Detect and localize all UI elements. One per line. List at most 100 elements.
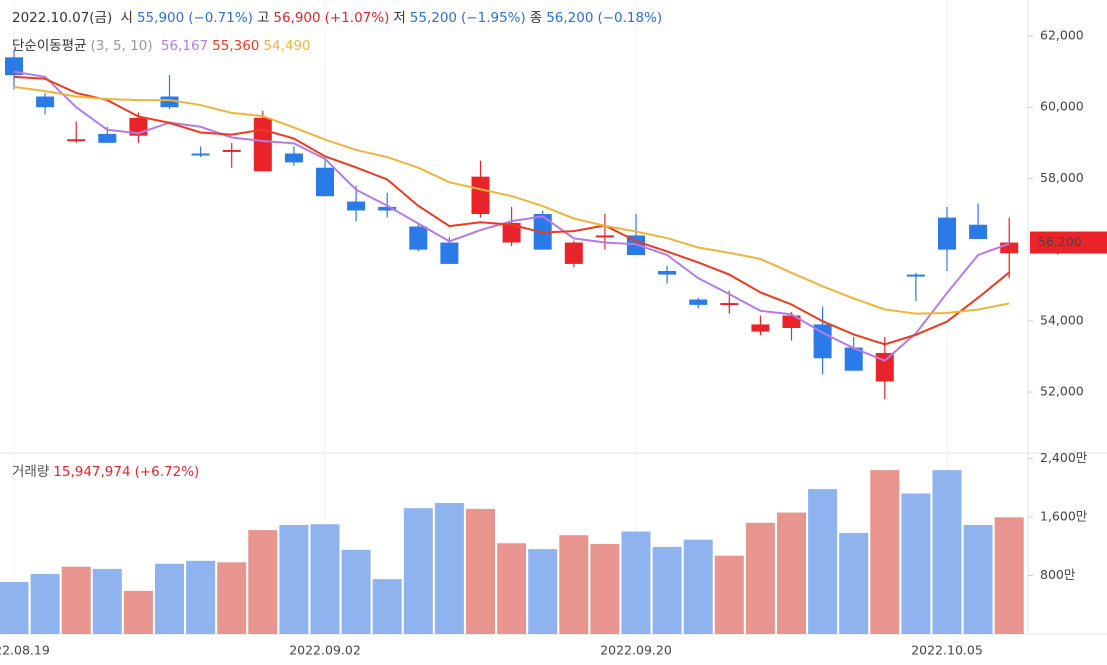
volume-bar bbox=[186, 560, 216, 634]
candle-body bbox=[316, 167, 334, 197]
volume-legend: 거래량 15,947,974 (+6.72%) bbox=[12, 460, 203, 480]
candle-body bbox=[67, 139, 86, 142]
y-tick-label: 800만 bbox=[1040, 567, 1076, 582]
volume-title: 거래량 bbox=[12, 464, 50, 480]
candle-body bbox=[5, 57, 23, 76]
volume-bar bbox=[621, 531, 651, 634]
volume-bar bbox=[808, 489, 838, 634]
ohlc-change: (−0.71%) bbox=[188, 10, 253, 26]
candle-body bbox=[595, 235, 614, 238]
volume-bar bbox=[466, 508, 495, 634]
candle-body bbox=[658, 271, 677, 275]
volume-bar bbox=[994, 517, 1024, 634]
volume-change: (+6.72%) bbox=[134, 464, 200, 480]
volume-bar bbox=[403, 508, 433, 634]
ohlc-header: 2022.10.07(금) 시 55,900 (−0.71%) 고 56,900 (+1.… bbox=[12, 6, 666, 26]
y-tick-label: 1,600만 bbox=[1040, 508, 1088, 523]
volume-bar bbox=[590, 544, 620, 634]
x-tick-label: 2022.10.05 bbox=[911, 643, 983, 658]
ohlc-label: 시 bbox=[120, 10, 133, 26]
x-tick-label: 2022.09.02 bbox=[289, 643, 361, 658]
ohlc-label: 종 bbox=[529, 10, 543, 26]
volume-bar bbox=[839, 533, 869, 634]
candle-body bbox=[98, 133, 117, 143]
candle-body bbox=[502, 222, 521, 243]
volume-bar bbox=[310, 524, 340, 634]
ohlc-change: (−0.18%) bbox=[597, 10, 663, 26]
volume-bar bbox=[652, 546, 682, 634]
candle-body bbox=[938, 217, 956, 250]
ma-line bbox=[13, 75, 1010, 346]
volume-bar bbox=[155, 563, 184, 634]
volume-bar bbox=[777, 512, 806, 634]
y-tick-label: 58,000 bbox=[1040, 170, 1084, 185]
candle-body bbox=[347, 201, 366, 211]
candle-body bbox=[222, 149, 241, 152]
ma-title: 단순이동평균 bbox=[12, 38, 87, 54]
volume-bar bbox=[434, 503, 464, 634]
ohlc-value: 55,200 bbox=[409, 10, 458, 26]
volume-bar bbox=[61, 566, 91, 634]
volume-bar bbox=[92, 568, 122, 634]
candle-body bbox=[160, 96, 179, 108]
ohlc-value: 55,900 bbox=[136, 10, 185, 26]
volume-bar bbox=[217, 562, 247, 634]
ma-line bbox=[13, 85, 1010, 315]
volume-bar bbox=[714, 555, 744, 634]
volume-bar bbox=[901, 493, 931, 634]
ma-params: (3, 5, 10) bbox=[90, 38, 153, 54]
candle-body bbox=[253, 117, 272, 172]
candle-body bbox=[1000, 242, 1019, 254]
volume-bar bbox=[341, 549, 371, 634]
volume-bar bbox=[745, 522, 775, 634]
candle-body bbox=[844, 347, 863, 371]
ohlc-change: (−1.95%) bbox=[461, 10, 526, 26]
ma-line bbox=[13, 70, 1010, 362]
y-tick-label: 52,000 bbox=[1040, 384, 1084, 399]
volume-bar bbox=[279, 524, 309, 634]
candle-body bbox=[378, 206, 397, 211]
ohlc-label: 고 bbox=[256, 10, 270, 26]
x-tick-label: 2022.09.20 bbox=[600, 643, 672, 658]
candle-body bbox=[564, 242, 583, 264]
volume-bar bbox=[963, 524, 993, 634]
candle-body bbox=[409, 226, 428, 250]
volume-bar bbox=[683, 539, 713, 634]
candle-body bbox=[782, 315, 801, 328]
volume-bar bbox=[30, 574, 60, 634]
volume-bar bbox=[559, 535, 589, 634]
volume-bar bbox=[123, 590, 153, 634]
volume-bar bbox=[497, 543, 527, 634]
ma-legend: 단순이동평균 (3, 5, 10) 56,167 55,360 54,490 bbox=[12, 34, 315, 54]
candle-body bbox=[906, 274, 925, 277]
x-tick-label: 2022.08.19 bbox=[0, 643, 50, 658]
ohlc-label: 저 bbox=[393, 10, 406, 26]
candle-body bbox=[440, 242, 459, 264]
volume-bar bbox=[0, 582, 29, 634]
ohlc-value: 56,900 bbox=[273, 10, 321, 26]
volume-bar bbox=[932, 470, 962, 634]
last-price-label: 56,200 bbox=[1038, 234, 1082, 249]
volume-bar bbox=[372, 579, 402, 634]
candle-body bbox=[36, 96, 55, 108]
volume-value: 15,947,974 bbox=[53, 464, 131, 480]
y-tick-label: 62,000 bbox=[1040, 27, 1084, 42]
candle-body bbox=[875, 352, 894, 382]
volume-bar bbox=[528, 549, 558, 634]
ma-value: 55,360 bbox=[212, 38, 260, 54]
ohlc-value: 56,200 bbox=[546, 10, 594, 26]
ma-value: 54,490 bbox=[263, 38, 311, 54]
last-price-box bbox=[1030, 231, 1107, 254]
candle-body bbox=[689, 299, 708, 305]
candle-body bbox=[751, 324, 770, 332]
ohlc-change: (+1.07%) bbox=[324, 10, 390, 26]
candle-body bbox=[813, 324, 832, 359]
volume-bar bbox=[870, 470, 900, 634]
ma-value: 56,167 bbox=[160, 38, 209, 54]
candle-body bbox=[471, 176, 490, 215]
y-tick-label: 60,000 bbox=[1040, 99, 1084, 114]
date: 2022.10.07(금) bbox=[12, 10, 113, 26]
y-tick-label: 54,000 bbox=[1040, 312, 1084, 327]
